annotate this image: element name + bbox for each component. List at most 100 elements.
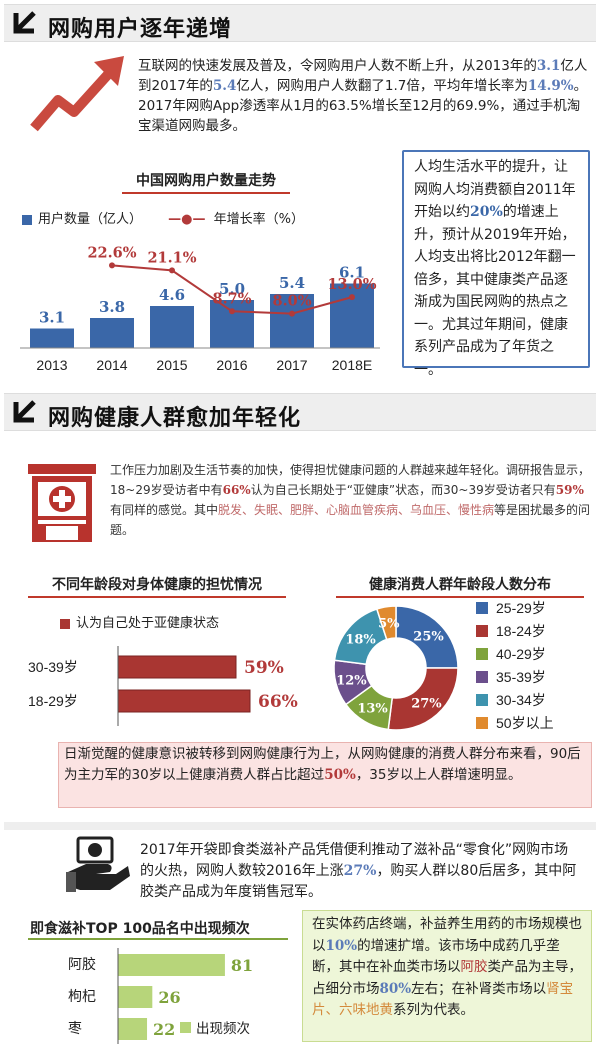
pie-value-4: 18% [345, 633, 376, 648]
section1-header: 网购用户逐年递增 [4, 4, 596, 42]
section2-paragraph: 工作压力加剧及生活节奏的加快，使得担忧健康问题的人群越来越年轻化。调研报告显示，… [110, 463, 591, 537]
corner-arrow-icon [13, 400, 36, 423]
corner-arrow-icon [13, 11, 36, 34]
rate-label-2018E: 13.0% [327, 276, 376, 293]
tonic-label-2: 枣 [68, 1020, 82, 1036]
rate-point-2014 [109, 262, 115, 269]
health-value-0: 59% [244, 658, 284, 678]
health-value-1: 66% [258, 692, 298, 712]
rate-label-2014: 22.6% [87, 244, 136, 261]
side-note-box [402, 150, 590, 368]
rate-point-2015 [169, 267, 175, 274]
legend-line-swatch: —●— [168, 212, 206, 227]
tonic-legend-label: 出现频次 [196, 1021, 250, 1036]
legend-health-swatch [60, 618, 70, 629]
x-tick-2014: 2014 [96, 357, 127, 373]
pie-legend-label-3: 35-39岁 [496, 669, 546, 685]
pie-value-1: 27% [411, 697, 442, 712]
bar-label-2015: 4.6 [159, 286, 185, 304]
green-note-box [302, 910, 592, 1042]
pink-note-text: 日渐觉醒的健康意识被转移到网购健康行为上，从网购健康的消费人群分布来看，90后为… [64, 746, 581, 783]
tonic-legend-swatch [180, 1022, 191, 1033]
green-note-text: 在实体药店终端，补益养生用药的市场规模也以10%的增速扩增。该市场中成药几乎垄断… [312, 916, 582, 1018]
pie-legend-swatch-4 [476, 694, 488, 706]
pie-value-5: 5% [378, 617, 400, 632]
pharmacy-store-icon [28, 464, 96, 542]
money-hand-icon [66, 836, 130, 892]
rate-point-2018E [349, 294, 355, 301]
bar-users-2018E [330, 283, 374, 348]
chart1-title: 中国网购用户数量走势 [122, 170, 290, 194]
tonic-bar-2 [118, 1018, 148, 1040]
bar-label-2016: 5.0 [219, 280, 245, 298]
pie-legend-label-5: 50岁以上 [496, 715, 554, 731]
section1-paragraph: 互联网的快速发展及普及，令网购用户人数不断上升，从2013年的3.1亿人到201… [138, 58, 588, 134]
x-tick-2016: 2016 [216, 357, 247, 373]
bar-users-2017 [270, 294, 314, 348]
chart4-svg: 阿胶 81 枸杞 26 枣 22 出现频次 [68, 948, 253, 1044]
legend-health-label: 认为自己处于亚健康状态 [76, 616, 220, 631]
bar-users-2015 [150, 306, 194, 348]
legend-bar-swatch [22, 214, 32, 225]
bar-label-2017: 5.4 [279, 274, 305, 292]
age-label-0: 30-39岁 [28, 659, 78, 675]
chart1-legend: 用户数量（亿人） —●— 年增长率（%） [22, 208, 304, 227]
x-tick-2018E: 2018E [332, 357, 372, 373]
pie-legend-label-0: 25-29岁 [496, 600, 546, 616]
pie-value-2: 13% [357, 702, 388, 717]
section3-paragraph: 2017年开袋即食类滋补产品凭借便利推动了滋补品“零食化”网购市场的火热，网购人… [140, 842, 577, 900]
section2-title: 网购健康人群愈加年轻化 [48, 406, 302, 431]
section-divider [4, 822, 596, 830]
bar-label-2013: 3.1 [39, 309, 65, 327]
tonic-value-0: 81 [231, 956, 253, 975]
age-label-1: 18-29岁 [28, 693, 78, 709]
section2-header: 网购健康人群愈加年轻化 [4, 393, 596, 431]
legend-line-label: 年增长率（%） [213, 212, 304, 227]
health-bar-1 [117, 689, 251, 713]
tonic-label-1: 枸杞 [68, 988, 96, 1004]
pie-slice-1 [387, 667, 459, 731]
chart1-svg: 3.1 2013 3.8 2014 4.6 2015 5.0 2016 5.4 2017 6.1 20… [20, 244, 380, 373]
bar-users-2016 [210, 300, 254, 348]
pie-legend-label-4: 30-34岁 [496, 692, 546, 708]
section1-title: 网购用户逐年递增 [48, 17, 233, 42]
side-note-text: 人均生活水平的提升，让网购人均消费额自2011年开始以约20%的增速上升，预计从… [414, 159, 576, 378]
rate-label-2017: 8.0% [272, 293, 311, 310]
pie-value-0: 25% [413, 629, 444, 644]
pie-slice-5 [375, 605, 397, 641]
pie-value-3: 12% [336, 673, 367, 688]
rate-label-2016: 8.7% [212, 290, 251, 307]
x-tick-2017: 2017 [276, 357, 307, 373]
rate-point-2016 [229, 308, 235, 315]
pie-legend-swatch-5 [476, 717, 488, 729]
x-tick-2013: 2013 [36, 357, 67, 373]
bar-label-2014: 3.8 [99, 298, 125, 316]
tonic-bar-0 [118, 954, 225, 976]
chart2-legend: 认为自己处于亚健康状态 [60, 612, 219, 631]
chart2-title: 不同年龄段对身体健康的担忧情况 [28, 574, 286, 598]
tonic-label-0: 阿胶 [68, 956, 96, 972]
tonic-bar-1 [118, 986, 153, 1008]
pink-note-box [58, 742, 592, 808]
health-bar-0 [117, 655, 237, 679]
rate-point-2017 [289, 310, 295, 317]
chart2-svg: 30-39岁 59% 18-29岁 66% [28, 646, 298, 726]
rate-label-2015: 21.1% [147, 249, 196, 266]
pie-legend-swatch-3 [476, 671, 488, 683]
x-tick-2015: 2015 [156, 357, 187, 373]
tonic-value-1: 26 [158, 988, 180, 1007]
rising-arrow-icon [30, 56, 124, 132]
bar-users-2014 [90, 318, 134, 348]
pie-legend-swatch-1 [476, 625, 488, 637]
tonic-value-2: 22 [153, 1020, 175, 1039]
pie-legend-label-1: 18-24岁 [496, 623, 546, 639]
pie-legend-swatch-2 [476, 648, 488, 660]
chart3-svg: 25% 25-29岁 27% 18-24岁 13% 40-29岁 12% 35-39岁 18% 3… [333, 600, 554, 731]
bar-users-2013 [30, 328, 74, 348]
pie-legend-label-2: 40-29岁 [496, 646, 546, 662]
chart3-title: 健康消费人群年龄段人数分布 [336, 574, 584, 598]
bar-label-2018E: 6.1 [339, 264, 365, 282]
legend-bar-label: 用户数量（亿人） [38, 212, 143, 227]
pie-legend-swatch-0 [476, 602, 488, 614]
chart4-title: 即食滋补TOP 100品名中出现频次 [30, 921, 250, 937]
